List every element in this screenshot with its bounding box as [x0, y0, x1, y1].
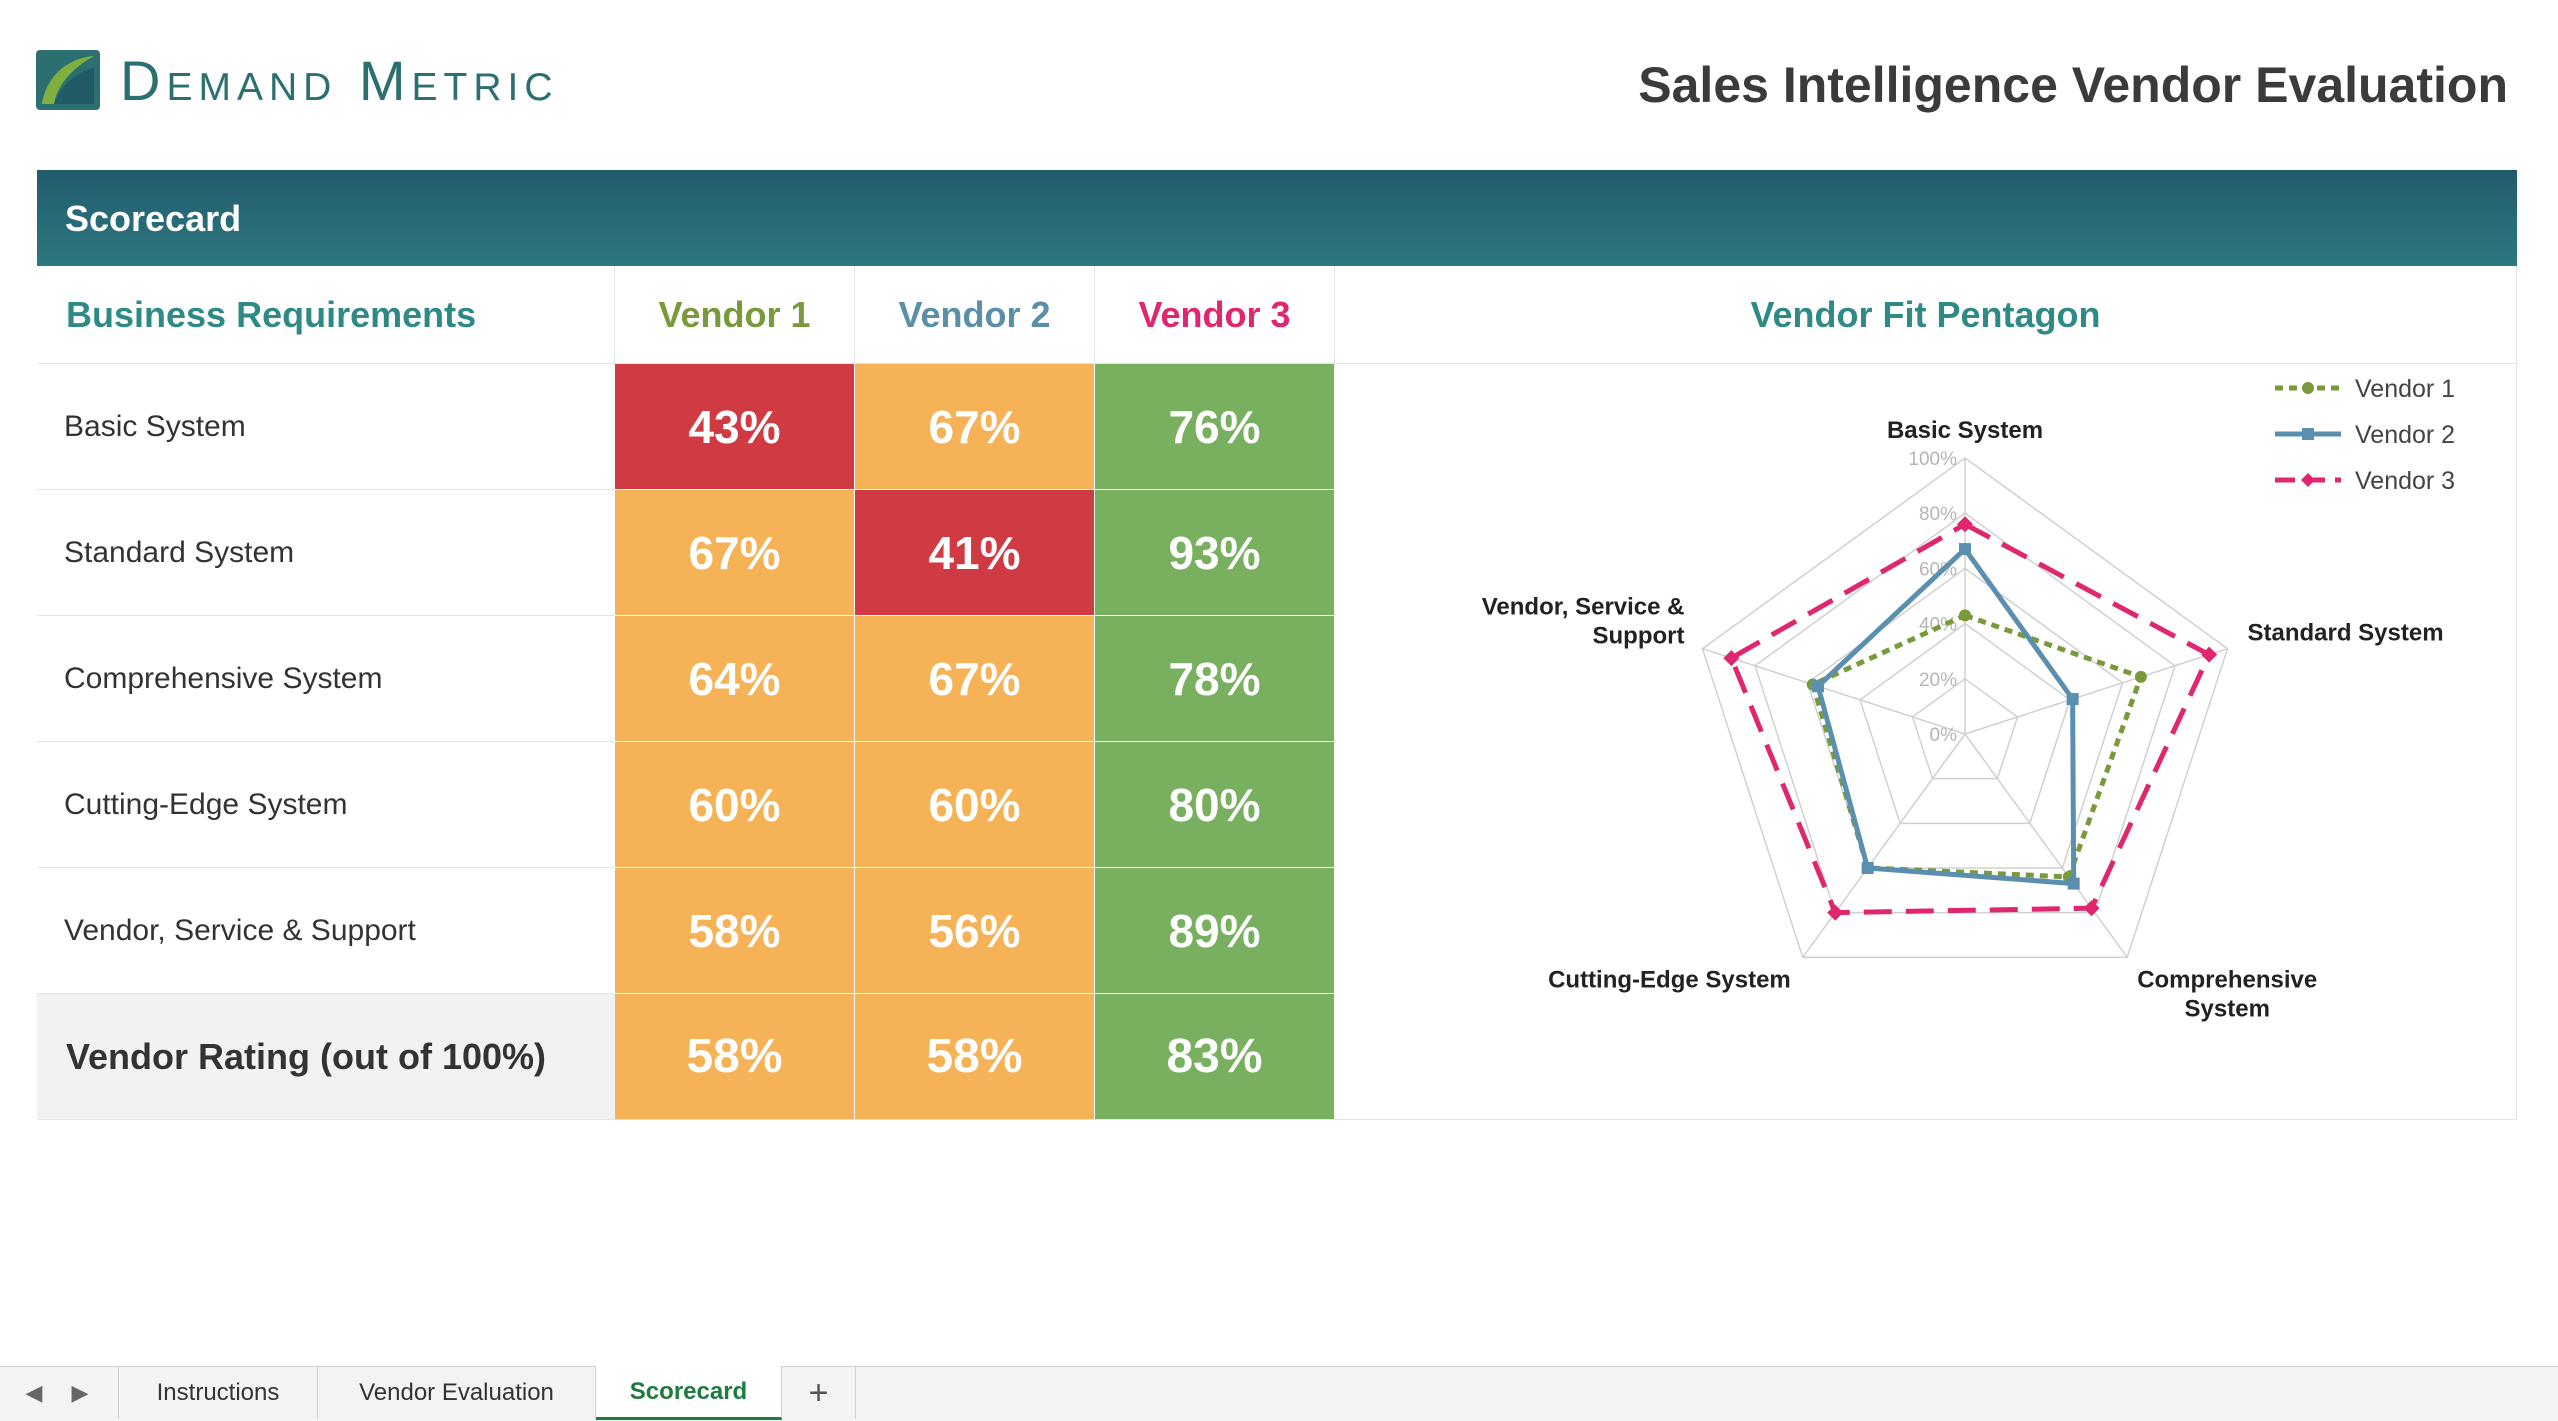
tab-instructions[interactable]: Instructions — [118, 1367, 318, 1419]
score-cell-vendor-2: 67% — [855, 364, 1094, 489]
radar-spoke — [1964, 733, 2128, 958]
table-row: Standard System 67% 41% 93% — [37, 490, 1335, 616]
rating-cell-vendor-3: 83% — [1095, 994, 1334, 1119]
radar-series-line-vendor-2 — [1815, 546, 2077, 887]
header-business-requirements: Business Requirements — [37, 266, 615, 364]
score-cell-vendor-3: 93% — [1095, 490, 1334, 615]
score-cell-vendor-1: 64% — [615, 616, 854, 741]
radar-point-vendor-2 — [1861, 861, 1874, 874]
radar-point-vendor-1 — [2134, 670, 2147, 683]
score-cell-vendor-3: 78% — [1095, 616, 1334, 741]
table-row: Cutting-Edge System 60% 60% 80% — [37, 742, 1335, 868]
radar-axis-label: Standard System — [2247, 620, 2443, 647]
radar-tick-label: 0% — [1930, 725, 1958, 746]
radar-series-line-vendor-3 — [1728, 521, 2212, 916]
logo-icon — [36, 50, 100, 110]
radar-axis-label: Cutting-Edge System — [1548, 966, 1791, 993]
radar-point-vendor-3 — [1957, 516, 1973, 533]
scroll-left-icon[interactable]: ◀ — [25, 1380, 43, 1405]
radar-point-vendor-2 — [2066, 693, 2079, 706]
radar-point-vendor-3 — [1723, 650, 1740, 667]
radar-point-vendor-3 — [2201, 646, 2218, 663]
radar-tick-label: 20% — [1919, 670, 1957, 691]
row-label: Vendor, Service & Support — [37, 868, 615, 994]
scorecard-banner: Scorecard — [37, 170, 2517, 266]
score-cell-vendor-2: 41% — [855, 490, 1094, 615]
banner-title: Scorecard — [65, 198, 242, 239]
radar-spoke — [1702, 647, 1966, 735]
score-cell-vendor-2: 60% — [855, 742, 1094, 867]
row-label: Cutting-Edge System — [37, 742, 615, 868]
radar-tick-label: 80% — [1919, 504, 1957, 525]
score-cell-vendor-3: 76% — [1095, 364, 1334, 489]
row-label: Comprehensive System — [37, 616, 615, 742]
header-vendor-fit-pentagon: Vendor Fit Pentagon — [1335, 266, 2517, 364]
scroll-right-icon[interactable]: ▶ — [71, 1380, 89, 1405]
radar-series-line-vendor-1 — [1810, 612, 2144, 880]
scorecard-grid: Business Requirements Vendor 1 Vendor 2 … — [37, 266, 2517, 1120]
header-vendor-1: Vendor 1 — [615, 266, 855, 364]
rating-cell-vendor-1: 58% — [615, 994, 854, 1119]
radar-point-vendor-3 — [2083, 900, 2100, 917]
vendor-fit-pentagon-panel: 0% 20% 40% 60% 80% 100% Basic System Standard S… — [1335, 364, 2517, 1119]
score-cell-vendor-2: 67% — [855, 616, 1094, 741]
add-sheet-button[interactable]: + — [782, 1367, 856, 1419]
score-cell-vendor-1: 43% — [615, 364, 854, 489]
rating-cell-vendor-2: 58% — [855, 994, 1094, 1119]
radar-point-vendor-2 — [1812, 680, 1825, 693]
table-row: Vendor, Service & Support 58% 56% 89% — [37, 868, 1335, 994]
row-label: Basic System — [37, 364, 615, 490]
header-vendor-3: Vendor 3 — [1095, 266, 1335, 364]
radar-grid-ring — [1911, 677, 2019, 780]
radar-point-vendor-2 — [1959, 543, 1971, 556]
radar-spoke — [1964, 647, 2228, 735]
score-cell-vendor-1: 67% — [615, 490, 854, 615]
tab-vendor-evaluation[interactable]: Vendor Evaluation — [318, 1367, 596, 1419]
score-cell-vendor-3: 89% — [1095, 868, 1334, 993]
radar-point-vendor-3 — [1827, 904, 1844, 921]
radar-axis-label: Comprehensive System — [2137, 966, 2317, 1022]
vendor-rating-row: Vendor Rating (out of 100%) 58% 58% 83% — [37, 994, 1335, 1120]
radar-grid-ring — [1859, 622, 2071, 825]
radar-point-vendor-1 — [1959, 609, 1971, 622]
page-title: Sales Intelligence Vendor Evaluation — [1638, 57, 2508, 113]
legend-label-vendor-3: Vendor 3 — [2355, 467, 2455, 495]
radar-spoke — [1802, 733, 1966, 958]
legend-marker-vendor-3 — [2301, 473, 2315, 487]
score-cell-vendor-3: 80% — [1095, 742, 1334, 867]
radar-tick-label: 100% — [1908, 449, 1957, 470]
vendor-rating-label: Vendor Rating (out of 100%) — [37, 994, 615, 1120]
radar-point-vendor-2 — [2067, 877, 2080, 890]
radar-axis-label: Vendor, Service & Support — [1482, 594, 1685, 650]
row-label: Standard System — [37, 490, 615, 616]
logo-text: Demand Metric — [120, 49, 559, 112]
score-cell-vendor-2: 56% — [855, 868, 1094, 993]
score-cell-vendor-1: 60% — [615, 742, 854, 867]
score-cell-vendor-1: 58% — [615, 868, 854, 993]
sheet-tab-bar: ◀ ▶ Instructions Vendor Evaluation Score… — [0, 1366, 2558, 1421]
radar-axis-label: Basic System — [1887, 417, 2043, 444]
legend-label-vendor-1: Vendor 1 — [2355, 375, 2455, 403]
radar-grid-ring — [1701, 457, 2229, 959]
legend-marker-vendor-1 — [2302, 382, 2314, 394]
tab-scorecard[interactable]: Scorecard — [596, 1366, 782, 1420]
table-row: Basic System 43% 67% 76% — [37, 364, 1335, 490]
legend-marker-vendor-2 — [2302, 428, 2314, 440]
radar-grid-ring — [1806, 567, 2124, 869]
header-vendor-2: Vendor 2 — [855, 266, 1095, 364]
table-row: Comprehensive System 64% 67% 78% — [37, 616, 1335, 742]
legend-label-vendor-2: Vendor 2 — [2355, 421, 2455, 449]
